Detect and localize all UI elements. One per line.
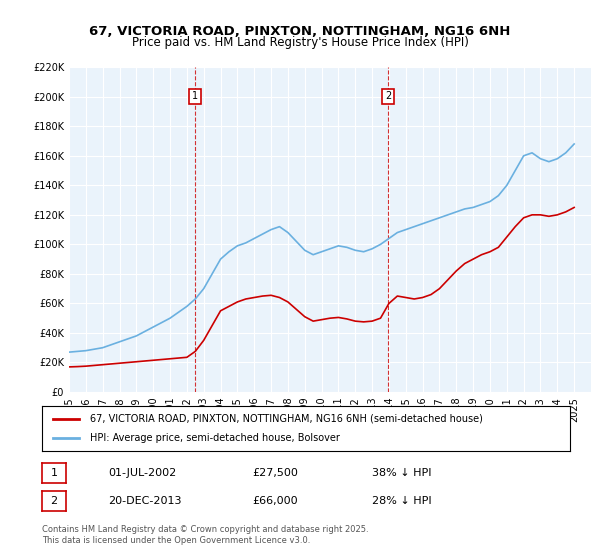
Text: 67, VICTORIA ROAD, PINXTON, NOTTINGHAM, NG16 6NH: 67, VICTORIA ROAD, PINXTON, NOTTINGHAM, … <box>89 25 511 38</box>
Text: 38% ↓ HPI: 38% ↓ HPI <box>372 468 431 478</box>
Text: 2: 2 <box>50 496 58 506</box>
Text: 2: 2 <box>385 91 392 101</box>
Text: Contains HM Land Registry data © Crown copyright and database right 2025.
This d: Contains HM Land Registry data © Crown c… <box>42 525 368 545</box>
Text: 1: 1 <box>50 468 58 478</box>
Text: 67, VICTORIA ROAD, PINXTON, NOTTINGHAM, NG16 6NH (semi-detached house): 67, VICTORIA ROAD, PINXTON, NOTTINGHAM, … <box>89 413 482 423</box>
Text: £66,000: £66,000 <box>252 496 298 506</box>
Text: 28% ↓ HPI: 28% ↓ HPI <box>372 496 431 506</box>
Text: 1: 1 <box>192 91 199 101</box>
Text: £27,500: £27,500 <box>252 468 298 478</box>
Text: HPI: Average price, semi-detached house, Bolsover: HPI: Average price, semi-detached house,… <box>89 433 340 444</box>
Text: Price paid vs. HM Land Registry's House Price Index (HPI): Price paid vs. HM Land Registry's House … <box>131 36 469 49</box>
Text: 20-DEC-2013: 20-DEC-2013 <box>108 496 182 506</box>
Text: 01-JUL-2002: 01-JUL-2002 <box>108 468 176 478</box>
